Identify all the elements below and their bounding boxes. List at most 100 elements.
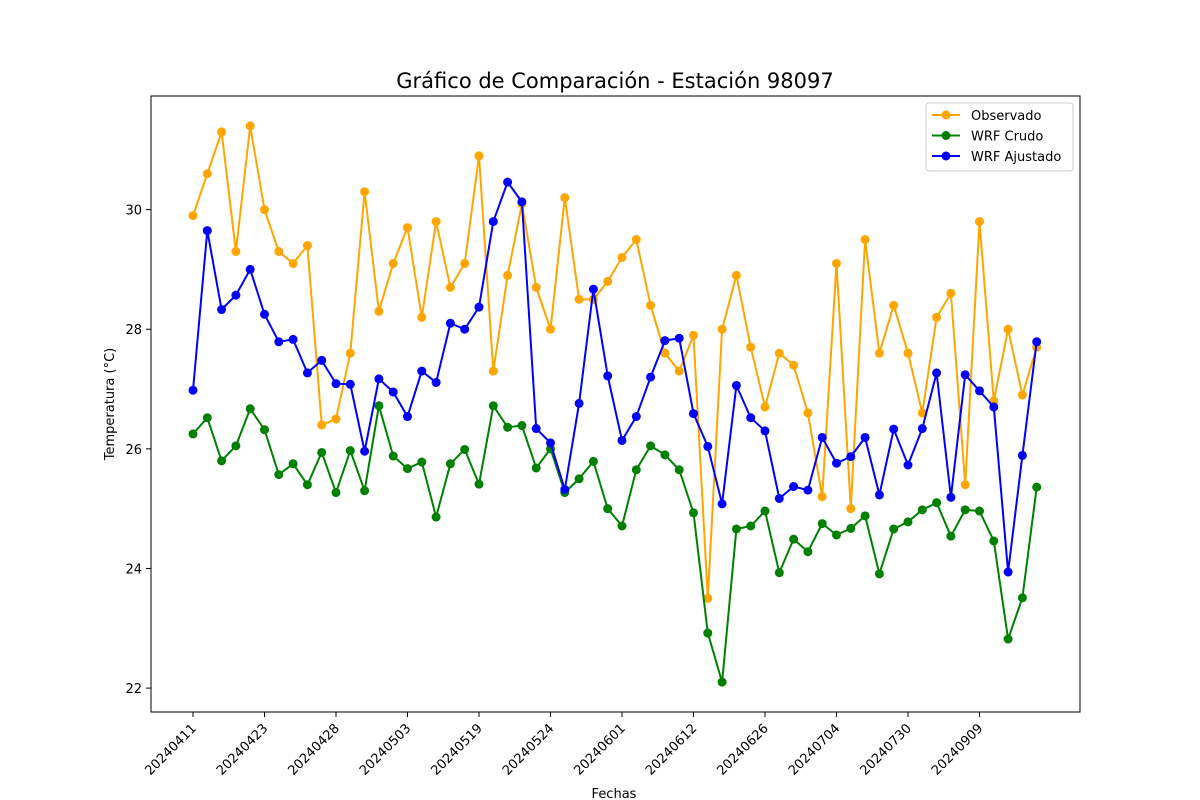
data-point	[460, 444, 470, 454]
data-point	[774, 568, 784, 578]
data-point	[445, 459, 455, 469]
data-point	[889, 424, 899, 434]
data-point	[803, 485, 813, 495]
data-point	[860, 235, 870, 245]
y-axis-label: Temperatura (°C)	[103, 348, 118, 461]
data-point	[503, 270, 513, 280]
data-point	[260, 309, 269, 319]
data-point	[460, 258, 470, 268]
data-point	[503, 177, 513, 187]
data-point	[388, 258, 398, 268]
data-point	[546, 324, 555, 334]
data-point	[846, 523, 856, 533]
data-point	[903, 348, 913, 358]
data-point	[889, 524, 899, 534]
data-point	[703, 593, 713, 603]
data-point	[646, 300, 656, 310]
data-point	[345, 348, 355, 358]
data-point	[874, 490, 884, 500]
data-point	[1032, 337, 1042, 347]
data-point	[345, 379, 355, 389]
data-point	[302, 368, 312, 378]
data-point	[746, 342, 756, 352]
data-point	[388, 451, 398, 461]
data-point	[517, 421, 527, 431]
data-point	[932, 312, 942, 322]
data-point	[274, 246, 284, 256]
legend-label: Observado	[971, 109, 1042, 124]
data-point	[317, 355, 327, 365]
data-point	[588, 284, 598, 294]
data-point	[617, 521, 627, 531]
data-point	[188, 429, 198, 439]
data-point	[660, 336, 670, 346]
data-point	[789, 360, 799, 370]
data-point	[832, 530, 841, 540]
data-point	[202, 169, 212, 179]
data-point	[774, 348, 784, 358]
chart-title: Gráfico de Comparación - Estación 98097	[396, 69, 833, 93]
data-point	[946, 531, 956, 541]
data-point	[374, 306, 384, 316]
data-point	[588, 456, 598, 466]
data-point	[617, 252, 627, 262]
data-point	[917, 424, 927, 434]
data-point	[832, 458, 841, 468]
data-point	[603, 371, 613, 381]
data-point	[789, 482, 799, 492]
data-point	[660, 450, 670, 460]
data-point	[317, 420, 327, 430]
x-tick-label: 20240428	[285, 721, 342, 778]
series-wrf-crudo	[188, 401, 1042, 687]
data-point	[717, 677, 727, 687]
data-point	[960, 505, 970, 515]
data-point	[245, 404, 255, 414]
data-point	[1017, 593, 1027, 603]
data-point	[760, 506, 770, 516]
data-point	[302, 480, 312, 490]
data-point	[789, 534, 799, 544]
data-point	[546, 438, 555, 448]
data-point	[302, 241, 312, 251]
legend-label: WRF Crudo	[971, 130, 1043, 145]
data-point	[774, 493, 784, 503]
data-point	[874, 348, 884, 358]
data-point	[560, 193, 570, 203]
data-point	[689, 330, 698, 340]
data-point	[731, 380, 741, 390]
data-point	[274, 470, 284, 480]
x-tick-label: 20240411	[142, 721, 199, 778]
data-point	[646, 372, 656, 382]
data-point	[445, 318, 455, 328]
legend-swatch-marker	[941, 110, 951, 120]
data-point	[245, 264, 255, 274]
data-point	[731, 524, 741, 534]
y-tick-label: 22	[125, 682, 142, 697]
data-point	[460, 324, 470, 334]
x-axis: 20240411 20240423 20240428 20240503 20240519…	[142, 712, 986, 779]
data-point	[746, 413, 756, 423]
data-point	[975, 506, 984, 516]
data-point	[202, 226, 212, 236]
data-point	[846, 504, 856, 514]
data-point	[1017, 450, 1027, 460]
data-point	[331, 379, 341, 389]
y-tick-label: 28	[125, 323, 142, 338]
legend: Observado WRF Crudo WRF Ajustado	[925, 102, 1074, 172]
data-point	[503, 422, 513, 432]
x-tick-label: 20240909	[929, 721, 986, 778]
data-point	[345, 446, 355, 456]
data-point	[202, 413, 212, 423]
data-point	[217, 127, 227, 137]
data-point	[603, 276, 613, 286]
data-point	[231, 246, 241, 256]
data-point	[431, 512, 441, 522]
x-axis-label: Fechas	[592, 787, 637, 800]
data-point	[746, 521, 756, 531]
data-point	[431, 377, 441, 387]
data-point	[717, 324, 727, 334]
data-point	[631, 412, 641, 422]
legend-swatch-marker	[941, 131, 951, 140]
data-point	[417, 312, 427, 322]
